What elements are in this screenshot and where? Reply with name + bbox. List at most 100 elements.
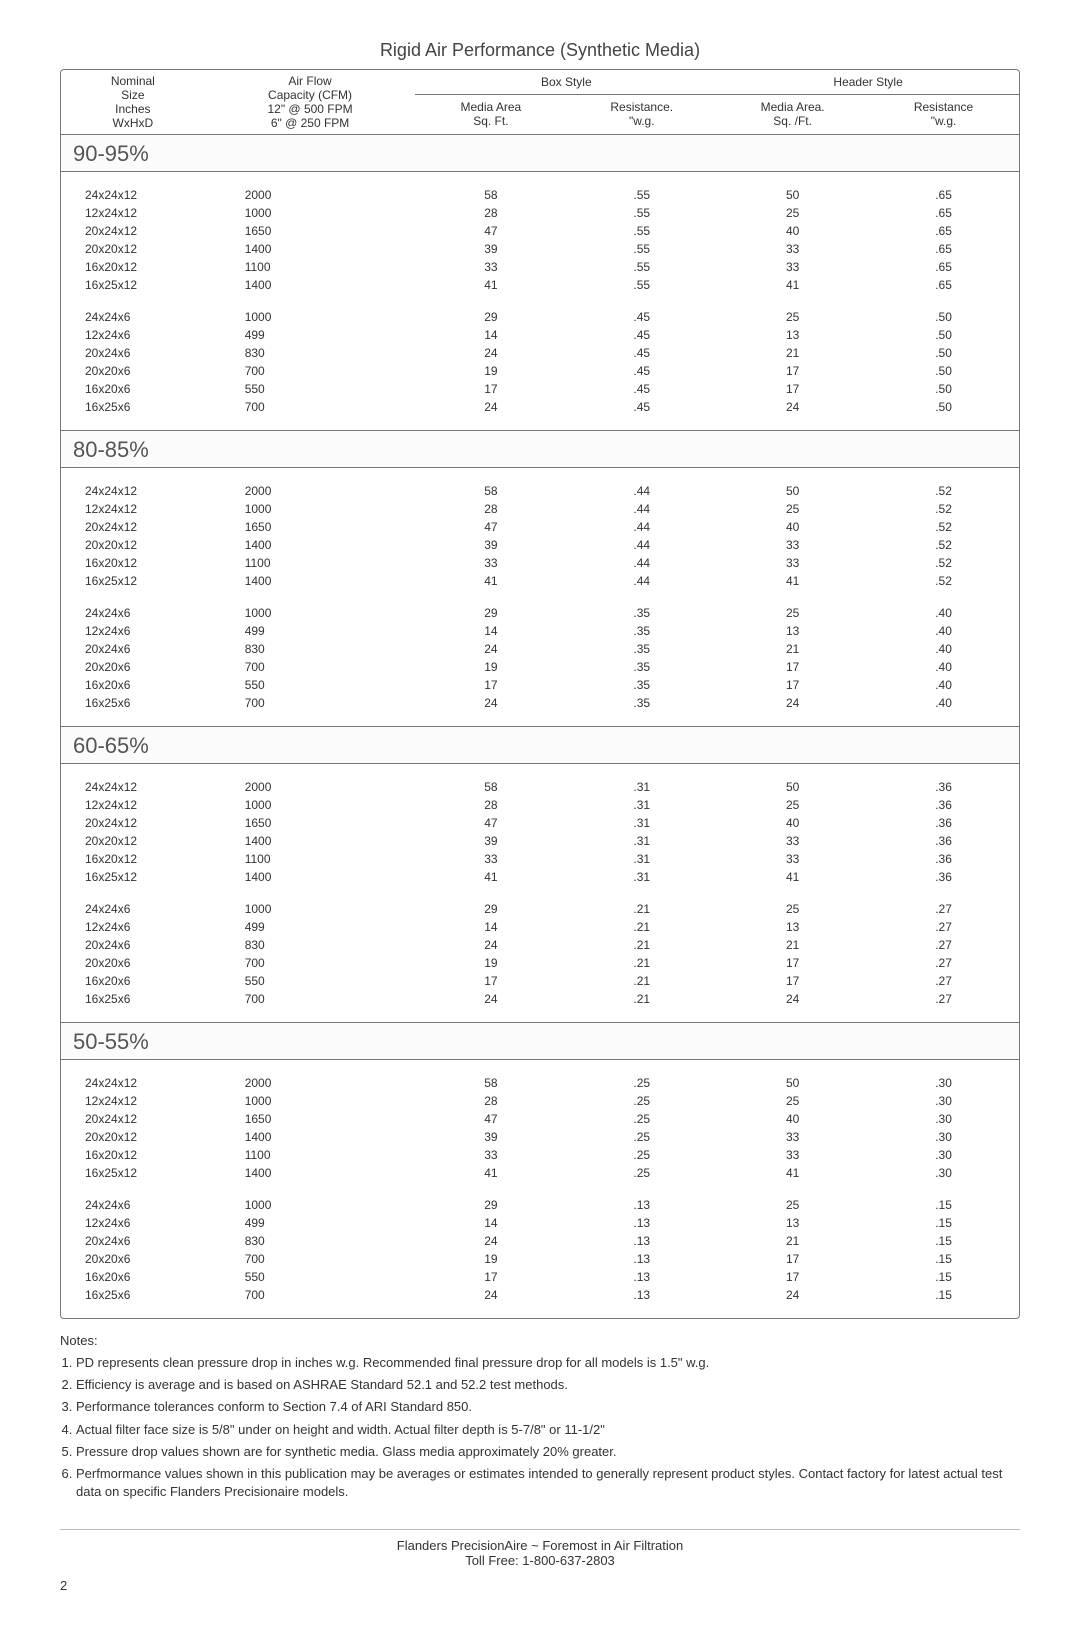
- cell-hdr-media: 21: [717, 344, 868, 362]
- cell-box-media: 58: [415, 482, 566, 500]
- cell-box-media: 29: [415, 900, 566, 918]
- cell-size: 20x24x12: [61, 222, 205, 240]
- cell-box-res: .25: [566, 1164, 717, 1182]
- cell-airflow: 2000: [205, 1074, 416, 1092]
- th-nominal-l4: WxHxD: [113, 116, 154, 130]
- page-title: Rigid Air Performance (Synthetic Media): [60, 40, 1020, 61]
- cell-size: 20x24x6: [61, 640, 205, 658]
- cell-airflow: 1400: [205, 868, 416, 886]
- cell-hdr-media: 25: [717, 500, 868, 518]
- cell-hdr-res: .27: [868, 900, 1019, 918]
- cell-box-media: 33: [415, 1146, 566, 1164]
- cell-box-res: .25: [566, 1128, 717, 1146]
- cell-box-media: 19: [415, 658, 566, 676]
- table-row: 16x20x655017.2117.27: [61, 972, 1019, 990]
- cell-box-res: .44: [566, 572, 717, 590]
- cell-hdr-res: .40: [868, 676, 1019, 694]
- cell-airflow: 1400: [205, 276, 416, 294]
- th-air-l1: Air Flow: [288, 74, 331, 88]
- cell-hdr-res: .15: [868, 1268, 1019, 1286]
- section-header-cell: 90-95%: [61, 135, 1019, 172]
- cell-box-res: .25: [566, 1074, 717, 1092]
- table-row: 12x24x649914.4513.50: [61, 326, 1019, 344]
- table-row: 16x25x12140041.4441.52: [61, 572, 1019, 590]
- cell-hdr-res: .52: [868, 536, 1019, 554]
- cell-hdr-media: 33: [717, 554, 868, 572]
- th-box-group: Box Style: [415, 70, 717, 94]
- cell-box-media: 33: [415, 554, 566, 572]
- cell-hdr-media: 17: [717, 362, 868, 380]
- cell-size: 24x24x12: [61, 482, 205, 500]
- table-row: 16x20x12110033.3133.36: [61, 850, 1019, 868]
- cell-hdr-media: 24: [717, 990, 868, 1008]
- table-row: 24x24x12200058.3150.36: [61, 778, 1019, 796]
- cell-airflow: 700: [205, 1286, 416, 1304]
- cell-size: 16x25x12: [61, 1164, 205, 1182]
- cell-hdr-res: .27: [868, 990, 1019, 1008]
- cell-box-media: 14: [415, 326, 566, 344]
- cell-hdr-media: 21: [717, 640, 868, 658]
- cell-hdr-media: 33: [717, 1146, 868, 1164]
- cell-hdr-res: .27: [868, 936, 1019, 954]
- cell-hdr-media: 13: [717, 1214, 868, 1232]
- th-air-l4: 6" @ 250 FPM: [271, 116, 349, 130]
- cell-hdr-res: .36: [868, 832, 1019, 850]
- th-nominal-l1: Nominal: [111, 74, 155, 88]
- cell-hdr-media: 33: [717, 850, 868, 868]
- table-row: 16x25x670024.1324.15: [61, 1286, 1019, 1304]
- table-row: 20x20x670019.2117.27: [61, 954, 1019, 972]
- cell-size: 12x24x12: [61, 500, 205, 518]
- cell-hdr-res: .30: [868, 1128, 1019, 1146]
- table-row: 20x24x683024.4521.50: [61, 344, 1019, 362]
- cell-airflow: 1400: [205, 832, 416, 850]
- cell-hdr-media: 25: [717, 604, 868, 622]
- table-row: 12x24x649914.2113.27: [61, 918, 1019, 936]
- table-row: 16x20x12110033.2533.30: [61, 1146, 1019, 1164]
- cell-box-res: .21: [566, 900, 717, 918]
- cell-box-res: .35: [566, 676, 717, 694]
- th-hdr-res-b: "w.g.: [931, 114, 957, 128]
- cell-box-media: 24: [415, 694, 566, 712]
- table-row: 20x20x12140039.3133.36: [61, 832, 1019, 850]
- cell-size: 16x25x6: [61, 398, 205, 416]
- cell-box-res: .44: [566, 518, 717, 536]
- cell-airflow: 1000: [205, 604, 416, 622]
- cell-airflow: 1650: [205, 814, 416, 832]
- cell-airflow: 1000: [205, 796, 416, 814]
- cell-hdr-media: 24: [717, 1286, 868, 1304]
- cell-box-media: 24: [415, 398, 566, 416]
- cell-hdr-res: .36: [868, 778, 1019, 796]
- cell-size: 16x20x12: [61, 554, 205, 572]
- cell-size: 20x20x12: [61, 832, 205, 850]
- cell-hdr-res: .52: [868, 500, 1019, 518]
- cell-box-res: .55: [566, 276, 717, 294]
- cell-hdr-res: .40: [868, 604, 1019, 622]
- cell-box-media: 17: [415, 380, 566, 398]
- cell-box-media: 41: [415, 276, 566, 294]
- cell-size: 12x24x6: [61, 326, 205, 344]
- section-header-cell: 80-85%: [61, 431, 1019, 468]
- section-header-cell: 60-65%: [61, 727, 1019, 764]
- table-row: 20x20x12140039.5533.65: [61, 240, 1019, 258]
- cell-box-media: 41: [415, 868, 566, 886]
- cell-size: 12x24x12: [61, 204, 205, 222]
- table-row: 20x24x12165047.5540.65: [61, 222, 1019, 240]
- cell-airflow: 2000: [205, 186, 416, 204]
- cell-hdr-res: .65: [868, 222, 1019, 240]
- cell-hdr-media: 17: [717, 676, 868, 694]
- cell-hdr-res: .40: [868, 694, 1019, 712]
- cell-box-media: 29: [415, 308, 566, 326]
- cell-hdr-res: .50: [868, 308, 1019, 326]
- cell-box-media: 39: [415, 832, 566, 850]
- cell-size: 16x25x12: [61, 276, 205, 294]
- cell-airflow: 550: [205, 972, 416, 990]
- cell-box-res: .31: [566, 850, 717, 868]
- cell-box-res: .44: [566, 536, 717, 554]
- cell-hdr-res: .50: [868, 344, 1019, 362]
- cell-hdr-media: 41: [717, 1164, 868, 1182]
- cell-airflow: 1400: [205, 536, 416, 554]
- table-row: 20x24x12165047.4440.52: [61, 518, 1019, 536]
- cell-airflow: 1650: [205, 518, 416, 536]
- cell-size: 20x20x6: [61, 658, 205, 676]
- table-row: 12x24x12100028.5525.65: [61, 204, 1019, 222]
